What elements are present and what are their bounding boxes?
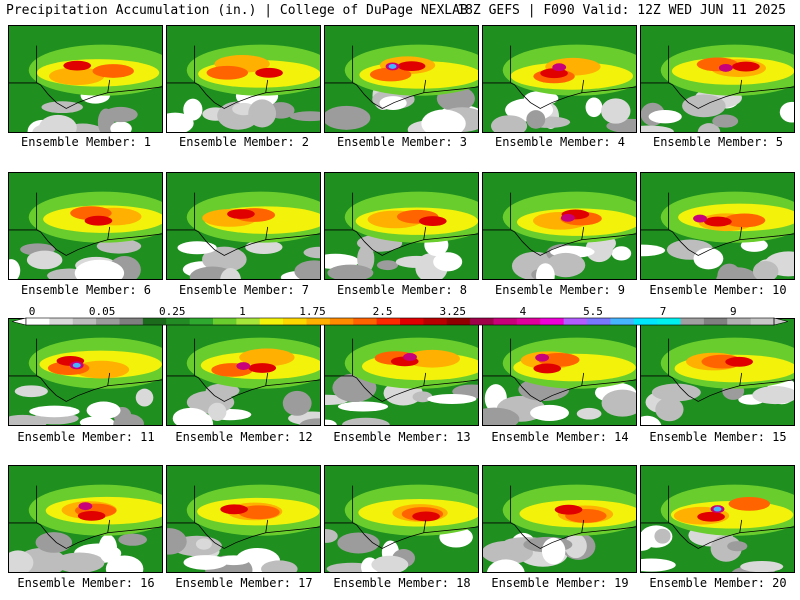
ensemble-member-caption: Ensemble Member: 14 xyxy=(491,430,629,444)
ensemble-member-caption: Ensemble Member: 4 xyxy=(494,135,626,149)
colorbar-swatch xyxy=(142,318,167,325)
colorbar-swatch xyxy=(750,318,775,325)
colorbar-tick-label: 2.5 xyxy=(373,306,393,318)
valid-time-label: 18Z GEFS | F090 Valid: 12Z WED JUN 11 20… xyxy=(457,3,786,18)
ensemble-member-caption: Ensemble Member: 15 xyxy=(649,430,787,444)
ensemble-map-14 xyxy=(482,318,637,426)
ensemble-map-20 xyxy=(640,465,795,573)
colorbar-swatch xyxy=(353,318,377,325)
ensemble-member-caption: Ensemble Member: 10 xyxy=(649,283,787,297)
ensemble-map-6 xyxy=(8,172,163,280)
colorbar-swatch xyxy=(446,318,471,325)
ensemble-map-11 xyxy=(8,318,163,426)
ensemble-map-2 xyxy=(166,25,321,133)
ensemble-map-12 xyxy=(166,318,321,426)
ensemble-map-18 xyxy=(324,465,479,573)
colorbar-swatch xyxy=(423,318,448,325)
ensemble-member-caption: Ensemble Member: 20 xyxy=(649,576,787,590)
ensemble-member-caption: Ensemble Member: 1 xyxy=(20,135,152,149)
ensemble-member-caption: Ensemble Member: 9 xyxy=(494,283,626,297)
colorbar-swatch xyxy=(657,318,681,325)
ensemble-map-19 xyxy=(482,465,637,573)
colorbar-swatch xyxy=(119,318,144,325)
ensemble-member-caption: Ensemble Member: 12 xyxy=(175,430,313,444)
ensemble-member-caption: Ensemble Member: 17 xyxy=(175,576,313,590)
ensemble-member-caption: Ensemble Member: 3 xyxy=(336,135,468,149)
colorbar-swatch xyxy=(166,318,190,325)
colorbar-right-arrow xyxy=(773,317,788,326)
colorbar-swatch xyxy=(306,318,331,325)
ensemble-member-caption: Ensemble Member: 7 xyxy=(178,283,310,297)
colorbar-tick-label: 0 xyxy=(29,306,36,318)
ensemble-member-caption: Ensemble Member: 13 xyxy=(333,430,471,444)
colorbar-swatch xyxy=(49,318,74,325)
colorbar-tick-label: 1.75 xyxy=(299,306,326,318)
ensemble-member-caption: Ensemble Member: 16 xyxy=(17,576,155,590)
colorbar-swatch xyxy=(72,318,97,325)
ensemble-member-caption: Ensemble Member: 19 xyxy=(491,576,629,590)
ensemble-member-caption: Ensemble Member: 2 xyxy=(178,135,310,149)
colorbar-swatch xyxy=(680,318,705,325)
colorbar-tick-label: 0.25 xyxy=(159,306,186,318)
ensemble-map-7 xyxy=(166,172,321,280)
ensemble-map-10 xyxy=(640,172,795,280)
colorbar-swatch xyxy=(189,318,214,325)
ensemble-member-caption: Ensemble Member: 18 xyxy=(333,576,471,590)
colorbar-swatch xyxy=(470,318,494,325)
ensemble-map-8 xyxy=(324,172,479,280)
ensemble-map-9 xyxy=(482,172,637,280)
colorbar-swatch xyxy=(493,318,518,325)
ensemble-member-caption: Ensemble Member: 6 xyxy=(20,283,152,297)
colorbar-tick-label: 3.25 xyxy=(440,306,467,318)
ensemble-member-caption: Ensemble Member: 8 xyxy=(336,283,468,297)
map-title: Precipitation Accumulation (in.) | Colle… xyxy=(6,3,468,18)
ensemble-member-caption: Ensemble Member: 11 xyxy=(17,430,155,444)
colorbar-tick-label: 4 xyxy=(520,306,527,318)
colorbar-swatch xyxy=(236,318,261,325)
ensemble-map-17 xyxy=(166,465,321,573)
ensemble-map-1 xyxy=(8,25,163,133)
ensemble-map-4 xyxy=(482,25,637,133)
colorbar-tick-label: 9 xyxy=(730,306,737,318)
colorbar-swatch xyxy=(563,318,588,325)
colorbar-swatch xyxy=(727,318,751,325)
colorbar-swatch xyxy=(400,318,424,325)
colorbar-swatch xyxy=(376,318,401,325)
ensemble-map-13 xyxy=(324,318,479,426)
colorbar-tick-label: 7 xyxy=(660,306,667,318)
colorbar-tick-label: 1 xyxy=(239,306,246,318)
ensemble-member-caption: Ensemble Member: 5 xyxy=(652,135,784,149)
colorbar-left-arrow xyxy=(12,317,27,326)
colorbar-swatch xyxy=(703,318,728,325)
colorbar-swatch xyxy=(587,318,611,325)
colorbar-swatch xyxy=(26,318,50,325)
colorbar-swatch xyxy=(96,318,120,325)
colorbar-swatch xyxy=(329,318,354,325)
ensemble-map-3 xyxy=(324,25,479,133)
colorbar-swatch xyxy=(213,318,237,325)
colorbar-swatch xyxy=(516,318,541,325)
colorbar-swatch xyxy=(633,318,658,325)
ensemble-map-15 xyxy=(640,318,795,426)
ensemble-map-16 xyxy=(8,465,163,573)
colorbar-swatch xyxy=(610,318,635,325)
ensemble-map-5 xyxy=(640,25,795,133)
colorbar-tick-label: 0.05 xyxy=(89,306,116,318)
colorbar-swatch xyxy=(540,318,564,325)
colorbar-tick-label: 5.5 xyxy=(583,306,603,318)
colorbar-swatch xyxy=(259,318,284,325)
colorbar-swatch xyxy=(283,318,307,325)
